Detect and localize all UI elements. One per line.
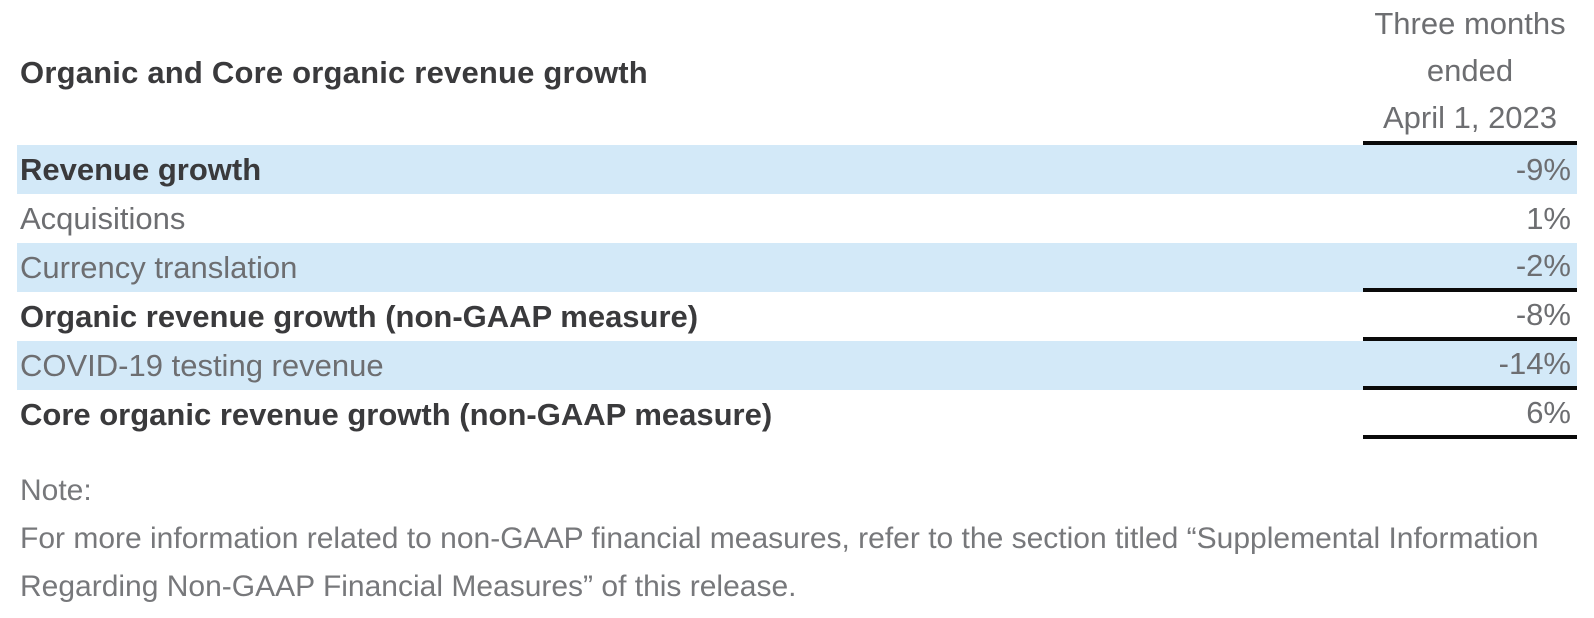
table-header-band: Organic and Core organic revenue growth … [17,0,1577,145]
row-value: 1% [1526,200,1571,236]
table-row: COVID-19 testing revenue -14% [17,341,1577,390]
row-label: Acquisitions [20,200,186,236]
table-row: Currency translation -2% [17,243,1577,292]
table-row: Organic revenue growth (non-GAAP measure… [17,292,1577,341]
table-row: Core organic revenue growth (non-GAAP me… [17,390,1577,439]
row-value: -2% [1363,243,1577,292]
row-value: -9% [1515,151,1571,187]
period-header-line-2: ended [1426,53,1514,88]
row-value: -14% [1363,341,1577,390]
period-header: Three months ended April 1, 2023 [1363,0,1577,145]
row-label: Core organic revenue growth (non-GAAP me… [20,396,773,432]
note-block: Note: For more information related to no… [17,467,1577,611]
note-label: Note: [20,474,92,507]
page-title: Organic and Core organic revenue growth [20,54,648,90]
table-row: Acquisitions 1% [17,194,1577,243]
row-value: -8% [1363,292,1577,341]
period-header-line-1: Three months [1374,6,1566,41]
row-label: Organic revenue growth (non-GAAP measure… [20,298,699,334]
note-text: For more information related to non-GAAP… [20,522,1539,603]
table-row: Revenue growth -9% [17,145,1577,194]
revenue-growth-table: Revenue growth -9% Acquisitions 1% Curre… [17,145,1577,439]
row-label: Currency translation [20,249,298,285]
row-label: Revenue growth [20,151,262,187]
row-value: 6% [1363,390,1577,439]
row-label: COVID-19 testing revenue [20,347,384,383]
period-header-line-3: April 1, 2023 [1382,100,1558,135]
